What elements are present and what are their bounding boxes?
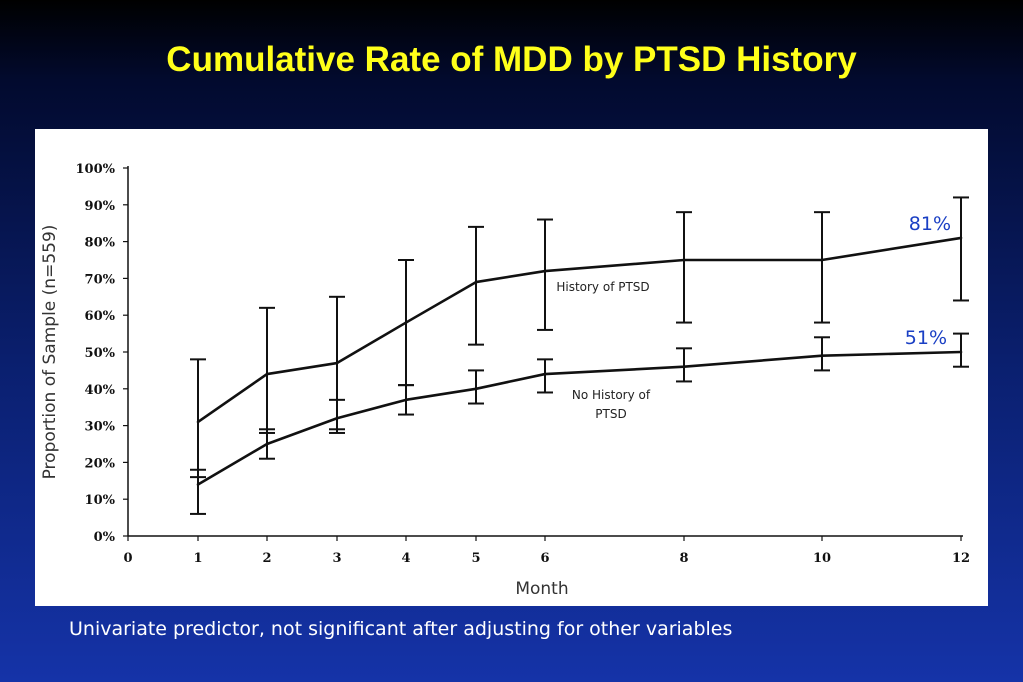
data-point	[682, 365, 686, 369]
chart-panel: 0% 10% 20% 30% 40% 50% 60% 70% 80% 90% 100% 0 1 2 3 4 5 6…	[35, 129, 988, 606]
x-tick-label: 8	[679, 551, 688, 566]
data-point	[474, 387, 478, 391]
y-tick-label: 50%	[85, 346, 116, 361]
y-axis-title: Proportion of Sample (n=559)	[40, 225, 60, 480]
x-tick-label: 2	[262, 551, 271, 566]
x-tick-label: 5	[471, 551, 480, 566]
data-point	[265, 372, 269, 376]
data-point	[543, 372, 547, 376]
data-point	[404, 398, 408, 402]
data-point	[543, 269, 547, 273]
y-tick-label: 20%	[85, 456, 116, 471]
data-point	[196, 483, 200, 486]
x-tick-label: 10	[813, 551, 831, 566]
x-tick-label: 3	[332, 551, 341, 566]
data-point	[335, 416, 339, 420]
y-tick-label: 0%	[94, 530, 116, 545]
y-tick-label: 70%	[85, 272, 116, 287]
data-point	[959, 236, 963, 240]
series-label: History of PTSD	[556, 280, 649, 294]
data-point	[682, 258, 686, 262]
data-point	[265, 442, 269, 446]
end-value-label: 51%	[905, 327, 947, 349]
x-tick-label: 0	[123, 551, 132, 566]
data-point	[820, 258, 824, 262]
y-tick-label: 10%	[85, 493, 116, 508]
series-label: No History of	[572, 388, 651, 402]
slide-title: Cumulative Rate of MDD by PTSD History	[166, 40, 857, 79]
line-chart: 0%10%20%30%40%50%60%70%80%90%100%0 1 2 3 4 5 6…	[40, 162, 970, 599]
data-point	[474, 280, 478, 284]
footnote: Univariate predictor, not significant af…	[69, 618, 733, 640]
y-tick-label: 60%	[85, 309, 116, 324]
data-point	[959, 350, 963, 354]
data-point	[335, 361, 339, 365]
x-tick-label: 4	[401, 551, 410, 566]
y-tick-label: 40%	[85, 383, 116, 398]
y-tick-label: 90%	[85, 199, 116, 214]
data-point	[196, 420, 200, 424]
y-tick-label: 100%	[76, 162, 116, 177]
x-tick-label: 6	[540, 551, 549, 566]
data-point	[820, 354, 824, 357]
x-tick-label: 1	[193, 551, 202, 566]
x-axis-title: Month	[515, 579, 568, 599]
data-point	[404, 321, 408, 324]
y-tick-label: 80%	[85, 236, 116, 251]
y-tick-label: 30%	[85, 420, 116, 435]
x-tick-label: 12	[952, 551, 970, 566]
series-line-no-history-of-ptsd	[197, 350, 962, 486]
end-value-label: 81%	[909, 213, 951, 235]
series-label: PTSD	[595, 407, 626, 421]
